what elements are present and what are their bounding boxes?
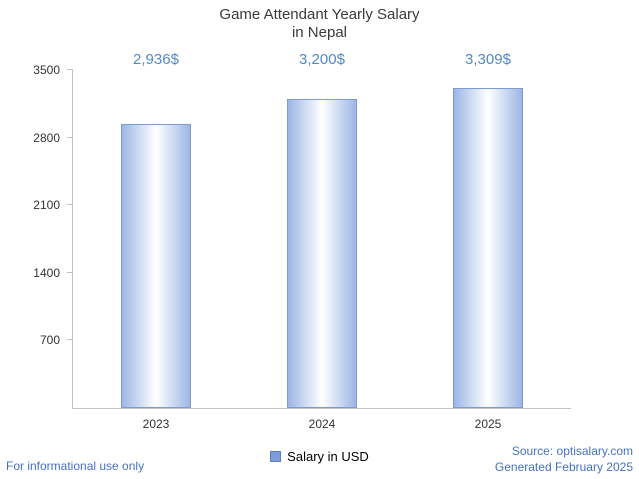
y-axis-tick-label: 2100 [33,198,60,213]
bar-value-label: 3,309$ [465,51,511,68]
y-axis-tick-mark [67,69,73,70]
bar-value-label: 3,200$ [299,51,345,68]
source-link[interactable]: Source: optisalary.com [511,444,633,458]
legend: Salary in USD [0,449,639,464]
x-axis-category-label: 2024 [308,417,336,431]
generated-date: Generated February 2025 [494,460,633,474]
source-block: Source: optisalary.com Generated Februar… [495,443,633,475]
disclaimer-text: For informational use only [6,459,145,473]
y-axis-tick-mark [67,136,73,138]
y-axis-tick-mark [67,204,73,206]
chart-title: Game Attendant Yearly Salary in Nepal [0,6,639,42]
bar-2023 [121,124,191,408]
bar-slot-2024: 3,200$ 2024 [287,51,357,431]
legend-swatch-icon [270,451,282,462]
x-axis-category-label: 2025 [474,417,502,431]
plot-area: 700 1400 2100 2800 3500 2,936$ 2023 3,200$ 2024 3… [33,51,571,431]
bar-slot-2023: 2,936$ 2023 [121,51,191,431]
y-axis-tick-label: 3500 [33,63,60,77]
bar-2024 [287,98,357,408]
bar-slot-2025: 3,309$ 2025 [453,51,523,431]
chart-title-line-1: Game Attendant Yearly Salary [219,6,420,23]
bar-value-label: 2,936$ [133,51,179,68]
y-axis-tick-mark [67,339,73,341]
legend-label: Salary in USD [287,449,369,464]
chart-title-line-2: in Nepal [291,24,348,41]
y-axis-tick-label: 1400 [33,265,60,280]
x-axis-category-label: 2023 [142,417,170,431]
y-axis-tick-label: 2800 [33,130,60,145]
bar-2025 [453,88,523,408]
y-axis-tick-mark [67,271,73,273]
y-axis-tick-label: 700 [39,333,60,348]
